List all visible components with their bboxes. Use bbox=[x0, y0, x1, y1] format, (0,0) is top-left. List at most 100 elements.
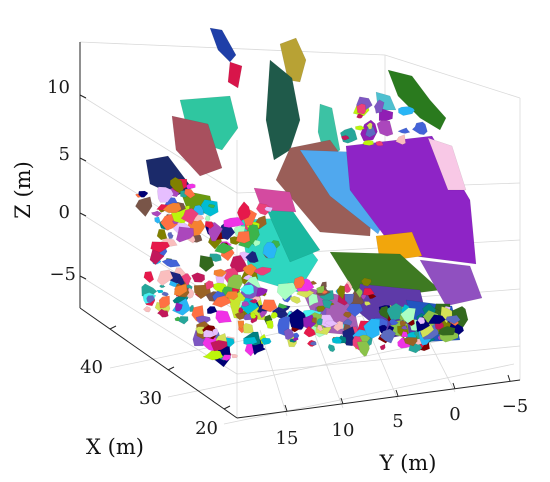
fragment-small-197 bbox=[224, 290, 239, 301]
fragment-small-309 bbox=[184, 188, 196, 199]
fragment-small-74 bbox=[156, 289, 164, 294]
fragment-small-49 bbox=[150, 241, 171, 253]
y-tick-15: 15 bbox=[276, 428, 299, 449]
fragment-small-343 bbox=[283, 328, 295, 341]
fragment-small-12 bbox=[175, 226, 195, 243]
fragment-small-301 bbox=[138, 190, 149, 198]
x-tick-20: 20 bbox=[195, 418, 218, 439]
fragment-small-315 bbox=[375, 140, 384, 147]
fragment-small-317 bbox=[376, 120, 394, 137]
fragment-small-357 bbox=[244, 343, 254, 357]
fragment-small-100 bbox=[175, 302, 183, 312]
fragment-small-364 bbox=[292, 337, 299, 342]
fragment-small-249 bbox=[324, 320, 339, 327]
fragment-small-124 bbox=[191, 272, 206, 283]
fragment-small-264 bbox=[400, 325, 408, 330]
x-tick-mark-2 bbox=[223, 405, 231, 410]
fragment-small-55 bbox=[237, 201, 251, 222]
y-tick-mark-2 bbox=[395, 389, 399, 397]
fragment-small-223 bbox=[309, 341, 317, 346]
fragment-small-147 bbox=[364, 301, 372, 307]
fragment-small-216 bbox=[316, 324, 324, 332]
fragment-small-19 bbox=[255, 203, 271, 216]
fragment-small-284 bbox=[400, 331, 409, 338]
fragment-small-247 bbox=[403, 337, 418, 347]
fragment-small-307 bbox=[162, 202, 182, 214]
fragment-small-248 bbox=[316, 317, 323, 326]
fragment-small-113 bbox=[156, 269, 174, 286]
fragment-small-155 bbox=[238, 306, 244, 314]
z-tick-mark-0 bbox=[79, 94, 87, 99]
y-tick-0: 0 bbox=[449, 404, 460, 425]
fragment-small-355 bbox=[203, 329, 217, 338]
fragment-small-346 bbox=[242, 322, 254, 334]
fragment-small-150 bbox=[241, 300, 250, 308]
fragment-small-305 bbox=[180, 207, 199, 225]
fragment-small-324 bbox=[397, 127, 411, 134]
fragment-small-156 bbox=[239, 284, 255, 295]
fragment-small-107 bbox=[253, 266, 272, 276]
fragment-small-117 bbox=[206, 306, 218, 315]
z-tick-minus5: −5 bbox=[49, 264, 76, 285]
fragment-small-57 bbox=[156, 228, 168, 241]
fragment-small-120 bbox=[143, 306, 152, 313]
fragment-small-322 bbox=[398, 106, 415, 116]
fragment-small-115 bbox=[204, 280, 215, 290]
fragment-small-54 bbox=[235, 230, 251, 244]
fragment-small-132 bbox=[308, 293, 319, 307]
fragment-small-236 bbox=[327, 344, 336, 353]
fragment-small-245 bbox=[356, 340, 370, 357]
fragment-small-59 bbox=[214, 242, 235, 254]
fragment-small-286 bbox=[379, 328, 397, 344]
fragment-small-289 bbox=[445, 315, 461, 325]
fragment-small-90 bbox=[242, 263, 258, 277]
y-tick-mark-0 bbox=[284, 404, 288, 412]
z-tick-0: 0 bbox=[59, 202, 70, 223]
fragment-small-353 bbox=[231, 353, 238, 359]
fragment-small-38 bbox=[207, 204, 215, 209]
fragment-large-5 bbox=[171, 115, 223, 177]
fragment-small-319 bbox=[355, 125, 365, 131]
y-tick-minus5: −5 bbox=[502, 396, 529, 417]
fragment-small-129 bbox=[146, 295, 155, 304]
fragment-small-323 bbox=[356, 103, 367, 115]
fragment-small-304 bbox=[157, 186, 174, 203]
y-tick-mark-1 bbox=[340, 397, 344, 405]
fragment-small-314 bbox=[340, 127, 358, 144]
fragment-small-51 bbox=[199, 255, 215, 273]
fragment-small-291 bbox=[185, 183, 196, 190]
fragment-small-178 bbox=[226, 274, 244, 290]
fragment-small-44 bbox=[264, 206, 273, 213]
fragment-small-361 bbox=[212, 327, 219, 336]
fragment-small-299 bbox=[154, 216, 161, 224]
z-tick-mark-2 bbox=[79, 212, 87, 217]
fragment-small-327 bbox=[356, 113, 364, 119]
fragment-small-279 bbox=[417, 316, 426, 325]
fragment-small-328 bbox=[362, 140, 375, 146]
fragment-small-31 bbox=[200, 199, 219, 217]
y-axis-label: Y (m) bbox=[379, 451, 437, 475]
fragment-small-339 bbox=[195, 326, 206, 335]
fragment-small-121 bbox=[176, 278, 185, 286]
fragment-large-12 bbox=[427, 137, 467, 191]
fragment-small-193 bbox=[289, 295, 301, 305]
fragment-small-153 bbox=[343, 283, 352, 294]
fragment-small-326 bbox=[366, 122, 373, 130]
axes bbox=[79, 42, 521, 419]
fragment-small-358 bbox=[260, 337, 272, 346]
fragment-small-20 bbox=[161, 258, 181, 268]
fragment-small-134 bbox=[234, 312, 245, 321]
fragment-small-159 bbox=[261, 299, 278, 313]
x-tick-labels: 40 30 20 bbox=[80, 357, 218, 439]
fragment-small-187 bbox=[277, 302, 289, 310]
back-top-edge bbox=[79, 41, 386, 56]
z-tick-10: 10 bbox=[47, 77, 70, 98]
z-tick-mark-1 bbox=[79, 157, 87, 162]
fragment-small-265 bbox=[386, 302, 403, 322]
fragment-small-303 bbox=[169, 176, 184, 194]
fragment-small-125 bbox=[178, 315, 189, 325]
fragment-small-95 bbox=[215, 310, 232, 324]
fragment-small-329 bbox=[341, 135, 350, 141]
fragment-small-274 bbox=[389, 318, 399, 326]
y-tick-5: 5 bbox=[392, 411, 403, 432]
